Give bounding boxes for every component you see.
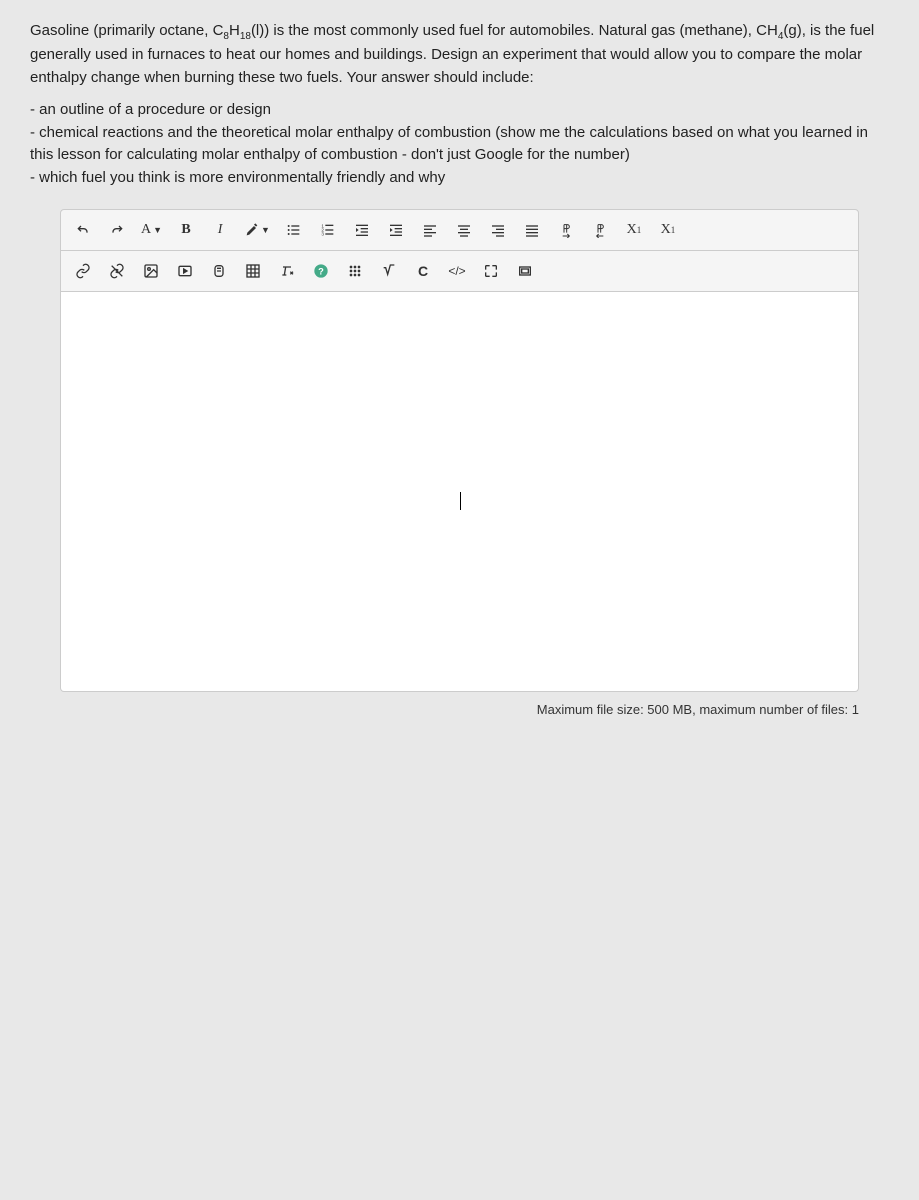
media-icon: [177, 263, 193, 279]
ltr-icon: [558, 222, 574, 238]
code-button[interactable]: </>: [443, 257, 471, 285]
bold-button[interactable]: B: [172, 216, 200, 244]
table-button[interactable]: [239, 257, 267, 285]
ol-icon: 123: [320, 222, 336, 238]
table-icon: [245, 263, 261, 279]
editor-toolbar-row1: A▼ B I ▼ 123: [60, 209, 859, 251]
link-icon: [75, 263, 91, 279]
font-picker-button[interactable]: A▼: [137, 216, 166, 244]
outdent-button[interactable]: [348, 216, 376, 244]
italic-button[interactable]: I: [206, 216, 234, 244]
record-icon: [211, 263, 227, 279]
bullet-3: - which fuel you think is more environme…: [30, 167, 889, 190]
align-justify-button[interactable]: [518, 216, 546, 244]
record-button[interactable]: [205, 257, 233, 285]
rtl-button[interactable]: [586, 216, 614, 244]
media-button[interactable]: [171, 257, 199, 285]
question-bullets: - an outline of a procedure or design - …: [30, 99, 889, 189]
align-left-icon: [422, 222, 438, 238]
question-text: Gasoline (primarily octane, C8H18(l)) is…: [30, 20, 889, 89]
more-button[interactable]: [511, 257, 539, 285]
svg-text:?: ?: [318, 266, 324, 276]
highlight-icon: [244, 222, 260, 238]
align-center-icon: [456, 222, 472, 238]
link-button[interactable]: [69, 257, 97, 285]
equation-icon: [381, 263, 397, 279]
align-justify-icon: [524, 222, 540, 238]
equation-button[interactable]: [375, 257, 403, 285]
fullscreen-button[interactable]: [477, 257, 505, 285]
bullet-2: - chemical reactions and the theoretical…: [30, 122, 889, 167]
more-icon: [517, 263, 533, 279]
apps-icon: [347, 263, 363, 279]
align-right-button[interactable]: [484, 216, 512, 244]
outdent-icon: [354, 222, 370, 238]
editor-toolbar-row2: ? C </>: [60, 251, 859, 292]
ul-icon: [286, 222, 302, 238]
fullscreen-icon: [483, 263, 499, 279]
align-left-button[interactable]: [416, 216, 444, 244]
image-button[interactable]: [137, 257, 165, 285]
svg-text:3: 3: [321, 231, 324, 236]
align-center-button[interactable]: [450, 216, 478, 244]
help-icon: ?: [313, 263, 329, 279]
rtl-icon: [592, 222, 608, 238]
clear-format-icon: [279, 263, 295, 279]
bullet-1: - an outline of a procedure or design: [30, 99, 889, 122]
apps-button[interactable]: [341, 257, 369, 285]
indent-button[interactable]: [382, 216, 410, 244]
indent-icon: [388, 222, 404, 238]
rich-text-editor[interactable]: [60, 292, 859, 692]
undo-icon: [75, 222, 91, 238]
redo-icon: [109, 222, 125, 238]
superscript-button[interactable]: X1: [654, 216, 682, 244]
clear-format-button[interactable]: [273, 257, 301, 285]
align-right-icon: [490, 222, 506, 238]
unlink-button[interactable]: [103, 257, 131, 285]
help-button[interactable]: ?: [307, 257, 335, 285]
unordered-list-button[interactable]: [280, 216, 308, 244]
unlink-icon: [109, 263, 125, 279]
image-icon: [143, 263, 159, 279]
file-limit-text: Maximum file size: 500 MB, maximum numbe…: [60, 702, 859, 717]
text-cursor: [460, 492, 461, 510]
special-char-button[interactable]: C: [409, 257, 437, 285]
subscript-button[interactable]: X1: [620, 216, 648, 244]
ordered-list-button[interactable]: 123: [314, 216, 342, 244]
undo-button[interactable]: [69, 216, 97, 244]
highlight-button[interactable]: ▼: [240, 216, 274, 244]
ltr-button[interactable]: [552, 216, 580, 244]
redo-button[interactable]: [103, 216, 131, 244]
